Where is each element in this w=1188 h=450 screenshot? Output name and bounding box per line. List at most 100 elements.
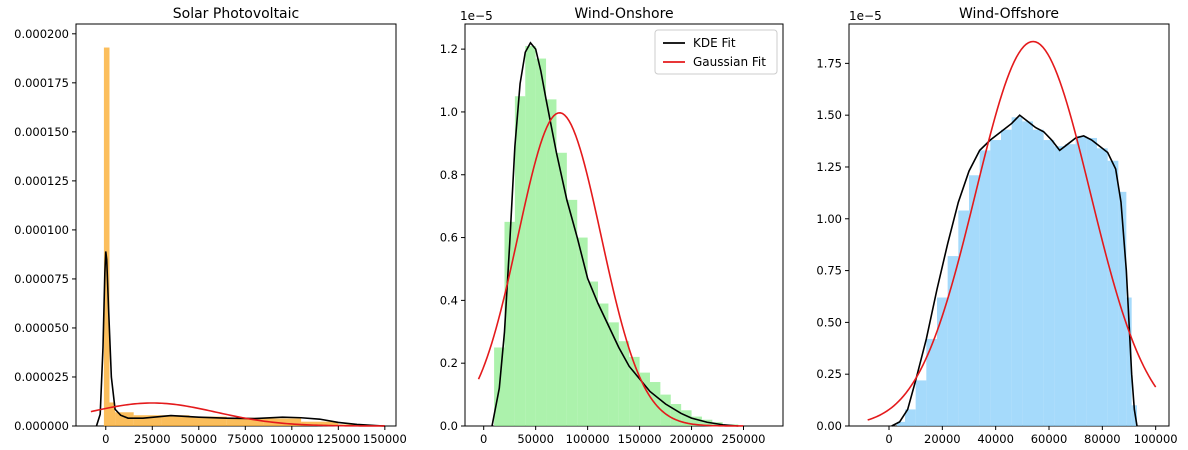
histogram-bar xyxy=(618,341,630,426)
kde-fit-line xyxy=(95,251,385,427)
x-tick-label: 0 xyxy=(885,432,892,446)
histogram-bar xyxy=(514,96,526,426)
x-tick-label: 0 xyxy=(102,432,109,446)
y-tick-label: 0.0 xyxy=(440,419,458,433)
plot-frame-solar xyxy=(75,23,397,427)
y-tick-label: 0.25 xyxy=(816,367,842,381)
x-tick-label: 20000 xyxy=(924,432,961,446)
histogram-bar xyxy=(670,404,682,426)
histogram-bar xyxy=(897,421,905,426)
x-tick-label: 100000 xyxy=(566,432,610,446)
plot-area-onshore: 0 50000 100000 150000 200000 250000 0.0 0.2 0.4 0… xyxy=(440,29,778,446)
plot-area-solar: 0 25000 50000 75000 100000 125000 150000 0.0000… xyxy=(14,27,407,446)
x-tick-label: 100000 xyxy=(1134,432,1178,446)
histogram-bar xyxy=(556,152,567,426)
legend-label: Gaussian Fit xyxy=(693,55,766,69)
y-tick-label: 1.00 xyxy=(816,212,842,226)
y-tick-label: 0.000075 xyxy=(14,272,69,286)
kde-fit-line xyxy=(491,41,739,427)
y-tick-label: 0.000050 xyxy=(14,321,69,335)
chart-title-offshore: Wind-Offshore xyxy=(959,6,1059,22)
y-tick-label: 1.50 xyxy=(816,108,842,122)
y-tick-label: 0.000000 xyxy=(14,419,69,433)
y-tick-label: 1.25 xyxy=(816,160,842,174)
histogram-bar xyxy=(937,297,948,426)
histogram-bar xyxy=(566,199,578,426)
chart-title-onshore: Wind-Onshore xyxy=(574,6,673,22)
histogram-bar xyxy=(535,58,547,426)
x-tick-label: 250000 xyxy=(722,432,766,446)
y-tick-label: 0.000125 xyxy=(14,174,69,188)
histogram-bar xyxy=(1131,405,1137,426)
y-tick-label: 0.000200 xyxy=(14,27,69,41)
histogram-bar xyxy=(161,415,190,426)
histogram-bar xyxy=(1033,129,1044,426)
histogram-bar xyxy=(598,303,609,426)
y-tick-label: 0.000100 xyxy=(14,223,69,237)
histogram-bar xyxy=(263,418,302,426)
histogram-bar xyxy=(587,281,599,426)
histogram-bar xyxy=(1022,121,1033,426)
y-offset-label-offshore: 1e−5 xyxy=(849,9,882,23)
histogram-bar xyxy=(1118,191,1127,426)
x-tick-label: 50000 xyxy=(180,432,217,446)
y-tick-label: 0.2 xyxy=(440,356,458,370)
gaussian-fit-line xyxy=(90,402,385,427)
histogram-bar xyxy=(639,372,650,426)
histogram-bar xyxy=(681,410,692,426)
histogram-bar xyxy=(660,394,671,426)
y-tick-label: 0.75 xyxy=(816,264,842,278)
plot-area-offshore: 0 20000 40000 60000 80000 100000 0.00 0.25 0.50 0… xyxy=(816,40,1178,446)
histogram-bar xyxy=(969,175,980,426)
histogram-bar xyxy=(608,322,619,426)
histogram-bar xyxy=(691,416,702,426)
histogram-bar xyxy=(905,409,916,426)
x-tick-label: 80000 xyxy=(1084,432,1121,446)
histogram-bar xyxy=(1065,144,1076,427)
histogram-bar xyxy=(926,338,937,426)
histogram-bar xyxy=(133,415,162,426)
histogram-bar xyxy=(1126,297,1132,426)
histogram-bar xyxy=(629,356,640,426)
x-tick-label: 25000 xyxy=(134,432,171,446)
x-tick-label: 60000 xyxy=(1031,432,1068,446)
histogram-bar xyxy=(504,221,515,426)
panel-solar-photovoltaic: Solar Photovoltaic 0 25000 50000 75000 10000… xyxy=(14,6,407,446)
x-tick-label: 0 xyxy=(480,432,487,446)
y-tick-label: 0.000025 xyxy=(14,370,69,384)
x-tick-label: 150000 xyxy=(363,432,407,446)
y-tick-label: 1.2 xyxy=(440,42,458,56)
y-tick-label: 0.8 xyxy=(440,168,458,182)
y-offset-label-onshore: 1e−5 xyxy=(460,9,493,23)
histogram-bar xyxy=(1054,146,1065,426)
histogram-bar xyxy=(1001,129,1012,426)
y-tick-label: 1.75 xyxy=(816,56,842,70)
histogram-bar xyxy=(990,140,1001,426)
histogram-bar xyxy=(546,99,557,426)
panel-wind-onshore: Wind-Onshore 1e−5 0 50000 100000 150000 2000… xyxy=(440,6,784,446)
y-tick-label: 0.6 xyxy=(440,231,458,245)
y-tick-label: 1.0 xyxy=(440,105,458,119)
panel-wind-offshore: Wind-Offshore 1e−5 0 20000 40000 60000 80000… xyxy=(816,6,1177,446)
histogram-bar xyxy=(915,380,927,426)
histogram-bar xyxy=(947,256,959,426)
gaussian-fit-line xyxy=(867,40,1157,421)
chart-title-solar: Solar Photovoltaic xyxy=(173,6,299,22)
histogram-bar xyxy=(525,45,536,426)
histogram-bar xyxy=(1097,148,1108,426)
histogram-bar xyxy=(577,237,588,426)
legend-label: KDE Fit xyxy=(693,36,736,50)
histogram-bar xyxy=(1011,117,1023,426)
y-tick-label: 0.000175 xyxy=(14,76,69,90)
histogram-bar xyxy=(115,412,134,426)
gaussian-fit-line xyxy=(477,111,744,427)
y-tick-label: 0.50 xyxy=(816,315,842,329)
histogram-bar xyxy=(979,150,991,426)
x-tick-label: 50000 xyxy=(517,432,554,446)
y-tick-label: 0.000150 xyxy=(14,125,69,139)
x-tick-label: 200000 xyxy=(670,432,714,446)
y-tick-label: 0.00 xyxy=(816,419,842,433)
histogram-bar xyxy=(1075,135,1087,426)
histogram-bar xyxy=(958,210,969,426)
